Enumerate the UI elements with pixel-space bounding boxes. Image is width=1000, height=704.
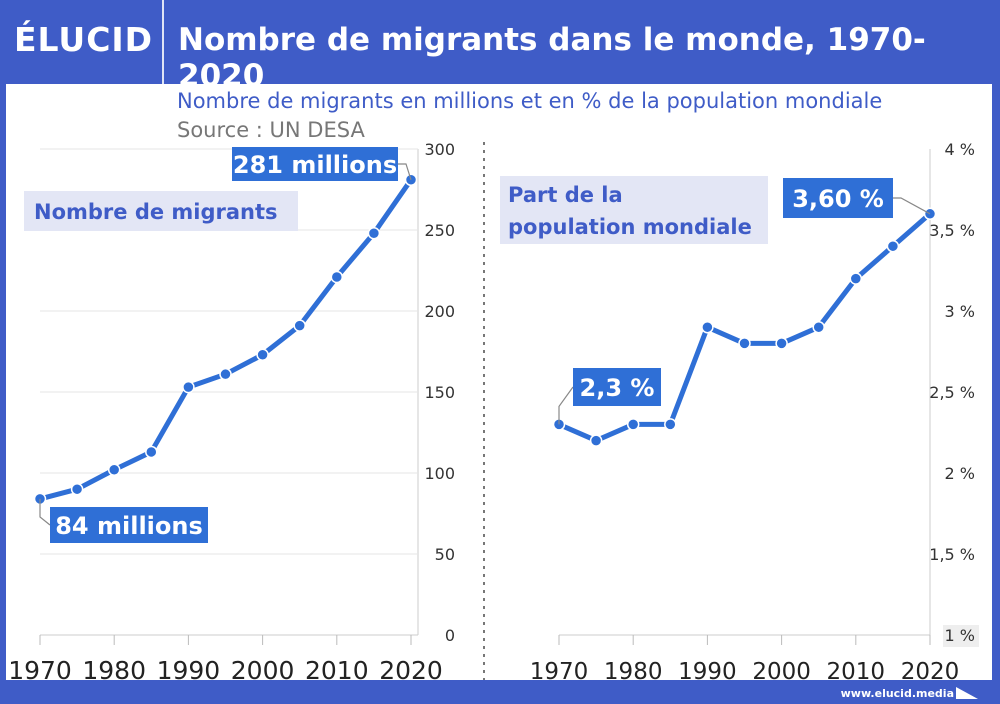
data-point [219,367,232,381]
data-point [664,418,677,431]
data-point [70,482,84,496]
header-divider [162,0,164,84]
annotation-label: 281 millions [233,151,397,179]
y-tick-label: 4 % [945,140,975,159]
y-tick-label: 100 [424,464,455,483]
data-point [182,380,195,394]
data-point [701,320,714,334]
series-line [557,211,932,444]
x-tick-label: 1970 [530,659,589,685]
tick-bg [943,625,979,647]
y-tick-label: 200 [424,302,455,321]
data-point [293,319,306,332]
data-point [886,239,900,253]
y-tick-label: 1 % [945,626,975,645]
x-tick-label: 2020 [379,656,443,685]
x-tick-label: 1990 [678,659,737,685]
data-point [849,272,863,285]
y-tick-label: 2 % [945,464,975,483]
annotation-box [573,368,661,406]
footer-url[interactable]: www.elucid.media [840,687,954,700]
y-tick-label: 1,5 % [929,545,975,564]
flag-icon [956,687,978,699]
y-tick-label: 0 [445,626,455,645]
annotation-leader [398,163,412,180]
annotation-label: 84 millions [55,512,203,540]
data-point [812,320,825,334]
y-tick-label: 3,5 % [929,221,975,240]
data-point [330,270,344,284]
annotation-leader [39,498,51,526]
y-tick-label: 250 [424,221,455,240]
y-tick-label: 300 [424,140,455,159]
legend-box [500,176,768,244]
y-tick-label: 3 % [945,302,975,321]
x-tick-label: 2000 [752,659,811,685]
annotation-leader [893,197,931,215]
data-point [738,337,751,350]
x-tick-label: 1970 [8,656,72,685]
y-tick-label: 150 [424,383,455,402]
data-point [367,226,381,240]
annotation-box [50,507,208,543]
annotation-leader [558,386,574,425]
data-point [145,445,158,459]
x-tick-label: 1990 [157,656,221,685]
data-point [589,434,603,447]
legend-label: population mondiale [508,215,752,239]
logo: ÉLUCID [14,20,154,59]
x-tick-label: 2010 [305,656,369,685]
y-tick-label: 2,5 % [929,383,975,402]
data-point [775,337,788,350]
legend-label: Nombre de migrants [34,200,278,224]
annotation-label: 2,3 % [580,374,655,402]
data-point [626,418,640,431]
y-tick-label: 50 [435,545,455,564]
x-tick-label: 2000 [231,656,295,685]
x-tick-label: 2010 [827,659,886,685]
annotation-box [232,147,398,181]
legend-box [24,191,298,231]
subtitle: Nombre de migrants en millions et en % d… [177,89,883,113]
annotation-box [783,178,893,218]
page-title: Nombre de migrants dans le monde, 1970-2… [178,22,926,94]
source: Source : UN DESA [177,118,365,142]
annotation-label: 3,60 % [792,185,884,213]
x-tick-label: 1980 [604,659,663,685]
data-point [256,348,269,361]
data-point [107,463,121,477]
x-tick-label: 1980 [82,656,146,685]
x-tick-label: 2020 [901,659,960,685]
legend-label: Part de la [508,183,623,207]
